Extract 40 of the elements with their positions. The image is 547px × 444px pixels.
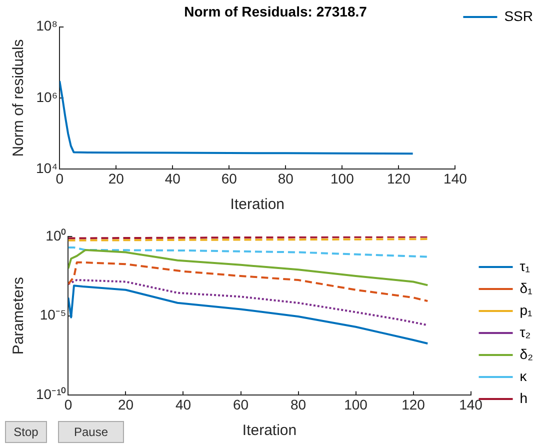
y-tick-label: 10⁸ bbox=[36, 18, 58, 34]
text: Pause bbox=[58, 421, 124, 443]
legend-label: δ₂ bbox=[520, 346, 534, 362]
x-tick-label: 100 bbox=[344, 396, 368, 412]
legend-label: h bbox=[520, 390, 528, 406]
x-tick-label: 80 bbox=[278, 170, 294, 186]
x-tick-label: 80 bbox=[290, 396, 306, 412]
x-tick-label: 0 bbox=[56, 170, 64, 186]
legend-label: δ₁ bbox=[520, 280, 533, 296]
x-tick-label: 40 bbox=[164, 170, 181, 186]
line-series bbox=[68, 278, 429, 326]
x-tick-label: 120 bbox=[402, 396, 426, 412]
legend-label: τ₂ bbox=[520, 324, 531, 340]
x-tick-label: 100 bbox=[330, 170, 354, 186]
y-tick-label: 10⁻¹⁰ bbox=[36, 386, 66, 402]
y-tick-label: 10⁰ bbox=[46, 227, 66, 244]
x-tick-label: 20 bbox=[108, 170, 124, 186]
x-tick-label: 60 bbox=[232, 396, 249, 412]
legend-label: p₁ bbox=[520, 302, 533, 318]
x-tick-label: 20 bbox=[118, 396, 134, 412]
legend-label: SSR bbox=[504, 8, 534, 24]
text: Stop bbox=[5, 421, 47, 443]
x-tick-label: 40 bbox=[175, 396, 192, 412]
x-axis-title: Iteration bbox=[230, 196, 284, 214]
line-series bbox=[68, 261, 429, 302]
y-axis-title: Norm of residuals bbox=[10, 39, 28, 157]
y-tick-label: 10⁻⁵ bbox=[40, 306, 66, 323]
y-axis-title: Parameters bbox=[10, 277, 28, 355]
x-tick-label: 120 bbox=[387, 170, 411, 186]
x-tick-label: 140 bbox=[459, 396, 483, 412]
x-tick-label: 140 bbox=[444, 170, 468, 186]
x-tick-label: 60 bbox=[221, 170, 238, 186]
line-series bbox=[68, 246, 429, 258]
y-tick-label: 10⁶ bbox=[36, 88, 58, 105]
chart-title: Norm of Residuals: 27318.7 bbox=[184, 3, 368, 20]
legend-label: κ bbox=[520, 368, 528, 384]
legend-label: τ₁ bbox=[520, 258, 530, 274]
y-tick-label: 10⁴ bbox=[36, 160, 58, 176]
x-tick-label: 0 bbox=[64, 396, 72, 412]
x-axis-title: Iteration bbox=[242, 422, 297, 440]
